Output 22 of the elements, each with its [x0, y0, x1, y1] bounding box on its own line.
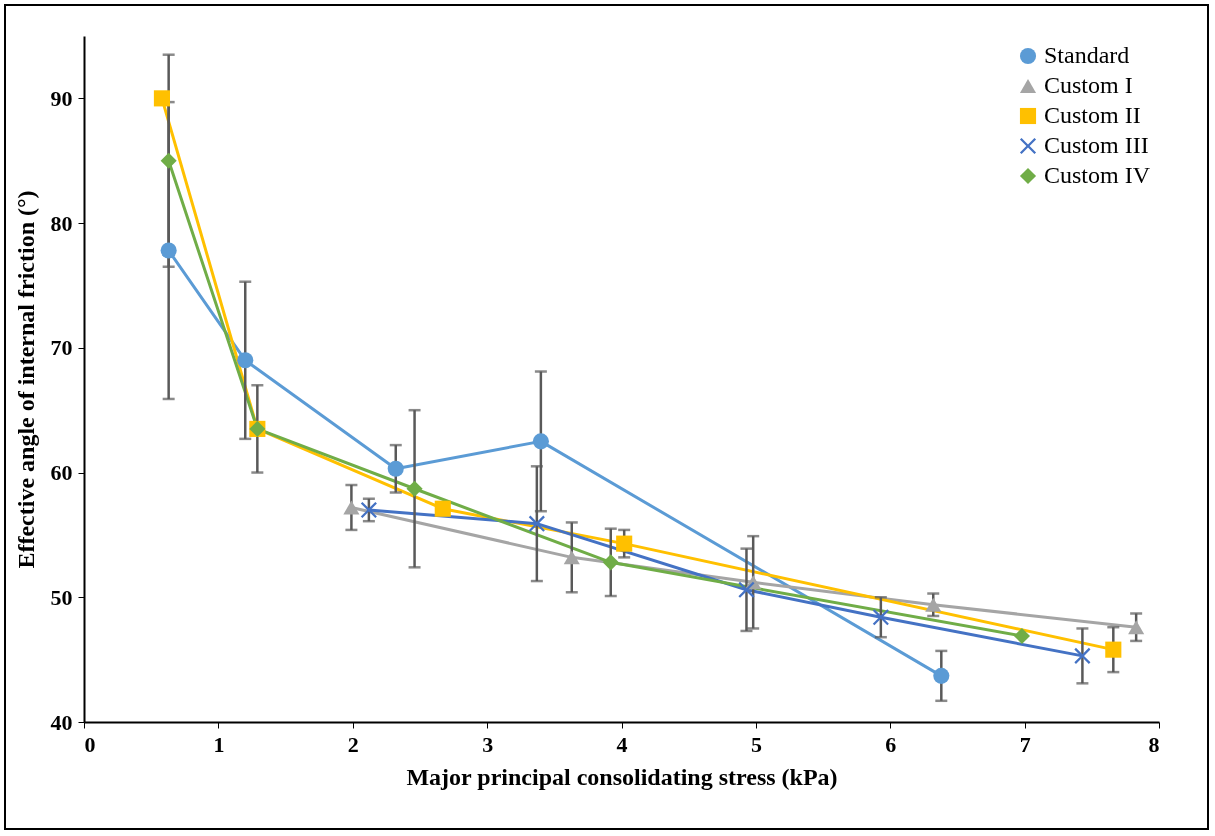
x-tick-label: 2 [347, 731, 359, 757]
y-tick-label: 40 [50, 709, 73, 735]
legend-label: Custom I [1044, 72, 1133, 98]
y-tick-label: 90 [50, 85, 73, 111]
legend-label: Custom II [1044, 102, 1141, 128]
x-tick-label: 8 [1148, 731, 1160, 757]
x-tick-label: 1 [213, 731, 225, 757]
y-axis-title: Effective angle of internal friction (°) [12, 190, 39, 569]
x-axis-title: Major principal consolidating stress (kPa) [406, 763, 838, 790]
x-tick-label: 0 [84, 731, 96, 757]
x-tick-label: 3 [482, 731, 494, 757]
y-tick-label: 50 [50, 584, 73, 610]
x-tick-label: 6 [885, 731, 897, 757]
y-tick-label: 70 [50, 335, 73, 361]
legend-label: Custom IV [1044, 162, 1151, 188]
legend-label: Custom III [1044, 132, 1149, 158]
y-tick-label: 60 [50, 460, 73, 486]
x-tick-label: 4 [616, 731, 628, 757]
x-tick-label: 5 [750, 731, 762, 757]
legend-label: Standard [1044, 42, 1130, 68]
x-tick-label: 7 [1019, 731, 1031, 757]
y-tick-label: 80 [50, 210, 73, 236]
